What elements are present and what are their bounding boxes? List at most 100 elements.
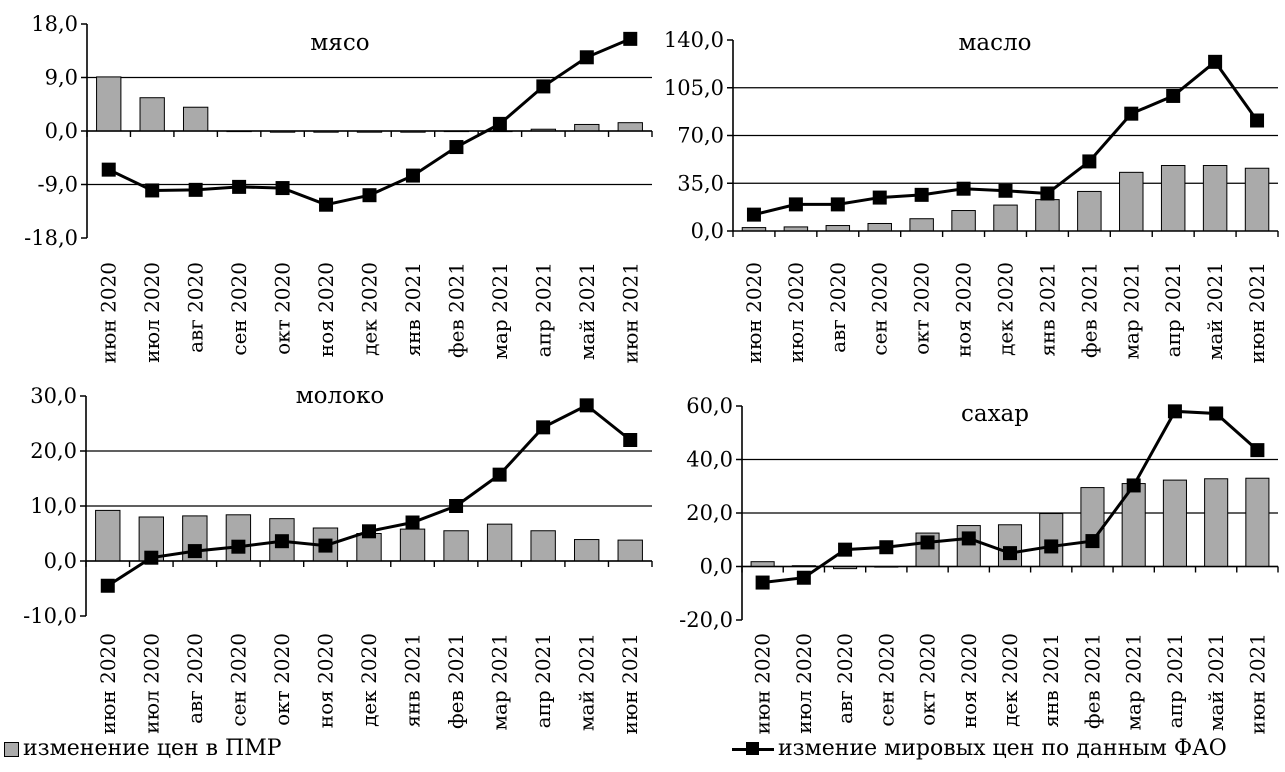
chart-title: сахар [961,401,1029,427]
x-tick-label: янв 2021 [401,262,425,356]
x-tick-label: авг 2020 [183,633,207,724]
line-point [100,578,115,593]
bar [909,218,934,232]
line-point [1126,478,1141,493]
x-tick-label: янв 2021 [1035,262,1059,356]
y-tick-label: -20,0 [679,608,733,632]
bar [867,222,892,232]
bar [225,514,252,562]
x-tick-label: дек 2020 [358,262,382,356]
line-point [405,515,420,530]
x-tick-label: июн 2020 [96,633,120,734]
line-point [579,50,594,65]
line-point [144,550,159,565]
bar [182,106,209,132]
x-tick-label: июн 2021 [1245,262,1269,363]
y-tick-label: 140,0 [664,28,724,52]
bar [997,524,1023,568]
bar [1245,477,1270,568]
y-tick-label: 20,0 [686,501,733,525]
x-tick-label: окт 2020 [916,633,940,726]
y-tick-label: -18,0 [24,226,78,250]
line-point [536,420,551,435]
line-point [1124,106,1139,121]
legend-bar: изменение цен в ПМР [4,736,282,761]
x-tick-label: июл 2020 [139,633,163,734]
line-point [1085,534,1100,549]
bar [1202,165,1228,232]
x-tick-label: дек 2020 [998,633,1022,727]
line-point [830,197,845,212]
bar [95,509,121,562]
bar [1119,171,1144,232]
line-point [405,168,420,183]
y-tick-label: 40,0 [686,448,733,472]
x-tick-label: мар 2021 [1122,633,1146,731]
line-point [1044,539,1059,554]
line-point [274,534,289,549]
bar [574,539,600,562]
x-tick-label: май 2021 [575,262,599,360]
x-tick-label: мар 2021 [488,633,512,731]
x-tick-label: мар 2021 [488,262,512,360]
x-tick-label: июн 2021 [618,633,642,734]
line-point [1040,186,1055,201]
line-point [920,535,935,550]
line-point [231,539,246,554]
bar [574,123,600,132]
line-point [623,433,638,447]
x-tick-label: янв 2021 [401,633,425,727]
line-point [872,190,887,205]
bar [993,204,1018,232]
x-tick-label: май 2021 [575,633,599,731]
y-tick-label: -9,0 [38,173,79,197]
legend-line: измение мировых цен по данным ФАО [732,736,1227,761]
x-tick-label: июл 2020 [784,262,808,363]
y-tick-label: 35,0 [677,171,724,195]
bar [1080,487,1105,567]
bar [951,210,976,232]
line-point [145,183,160,198]
line-point [755,575,770,590]
line-point [492,467,507,482]
x-tick-label: авг 2020 [184,262,208,353]
x-tick-label: июн 2020 [751,633,775,734]
bar [617,539,643,562]
line-point [796,570,811,585]
y-tick-label: 20,0 [30,439,77,463]
line-point [1250,113,1265,128]
line-point [232,179,247,194]
x-tick-label: июн 2021 [618,262,642,363]
x-tick-label: фев 2021 [1080,633,1104,729]
x-tick-label: дек 2020 [357,633,381,727]
x-tick-label: окт 2020 [271,262,295,355]
line-point [1166,88,1181,103]
bar [1244,167,1270,232]
bar [1077,190,1102,232]
line-point [362,188,377,203]
line-point [1250,443,1265,458]
line-point [788,197,803,212]
bar [399,528,426,562]
line-point [449,499,464,513]
x-tick-label: июн 2020 [97,262,121,363]
bar [1160,165,1186,232]
x-tick-label: июл 2020 [140,262,164,363]
bar [1204,478,1229,568]
line-point [362,524,376,539]
bar [96,76,122,132]
y-tick-label: 0,0 [44,549,77,573]
x-tick-label: сен 2020 [226,633,250,727]
y-tick-label: 0,0 [700,555,733,579]
line-point [187,544,202,559]
x-tick-label: фев 2021 [1077,262,1101,358]
line-point [579,398,594,413]
x-tick-label: сен 2020 [227,262,251,356]
x-tick-label: авг 2020 [826,262,850,353]
line-point [101,162,116,177]
chart-panel-2: 140,0 105,0 70,0 35,0 0,0 июн 2020 июл 2020 авг… [664,28,1279,363]
x-tick-label: мар 2021 [1119,262,1143,360]
bar [486,523,513,562]
x-tick-label: сен 2020 [874,633,898,727]
